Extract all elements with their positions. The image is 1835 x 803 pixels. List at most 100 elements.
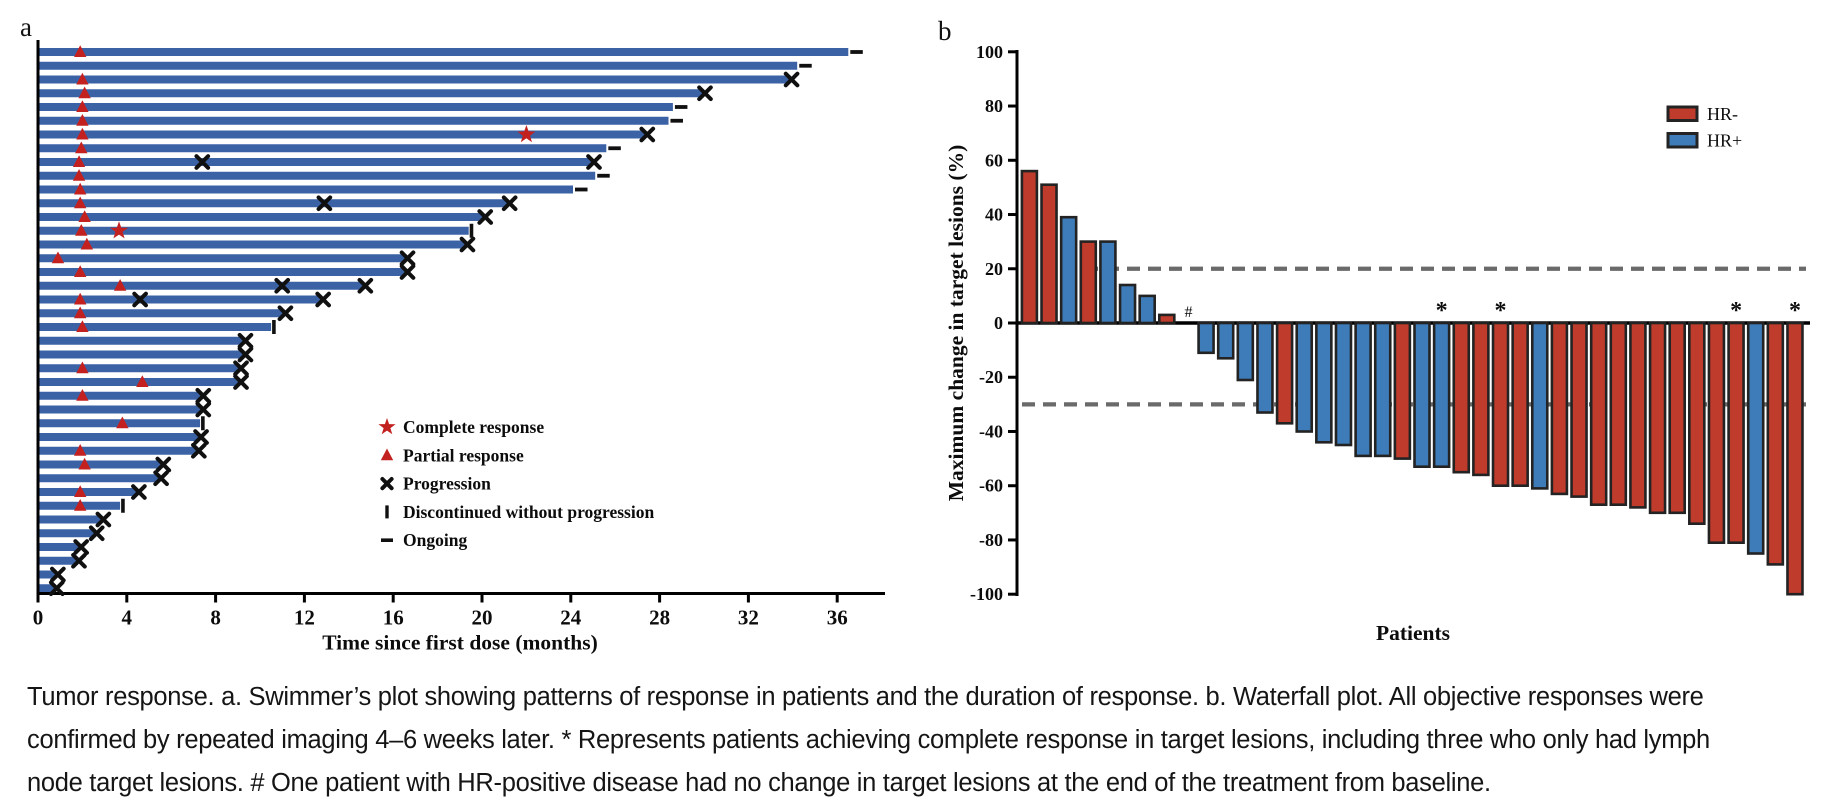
zero-change-marker: # [1184, 304, 1192, 321]
progression-marker [155, 456, 172, 473]
legend-label: Complete response [403, 417, 544, 437]
waterfall-bar [1589, 321, 1608, 506]
partial-response-marker [116, 416, 129, 429]
waterfall-bar [1688, 321, 1706, 525]
progression-marker [501, 195, 518, 212]
caption-line-3: node target lesions. # One patient with … [27, 769, 1491, 797]
progression-marker [477, 209, 494, 225]
waterfall-bar [1491, 321, 1510, 487]
swimmer-bar [38, 268, 407, 276]
partial-response-marker [72, 155, 86, 167]
partial-response-marker [73, 45, 87, 57]
x-stroke [195, 401, 212, 418]
x-stroke [357, 277, 374, 294]
x-axis-tick-label: 0 [33, 606, 44, 630]
progression-marker [132, 291, 148, 308]
progression-marker [274, 277, 290, 294]
swimmer-bar [38, 295, 323, 304]
waterfall-bar [1138, 294, 1156, 325]
ongoing-marker [799, 63, 812, 68]
y-axis-tick-label: 0 [994, 313, 1003, 333]
waterfall-bar [1079, 240, 1098, 325]
legend-label: HR- [1707, 104, 1738, 124]
x-stroke [237, 346, 254, 363]
swimmer-bar [38, 543, 81, 551]
legend-item: Discontinued without progression [385, 502, 654, 522]
x-stroke [237, 332, 254, 349]
waterfall-bar [1118, 283, 1137, 325]
swimmer-bar [38, 364, 240, 373]
partial-response-marker [113, 278, 127, 291]
partial-response-marker [380, 448, 394, 461]
swimmer-bar [38, 460, 163, 469]
x-stroke [132, 291, 148, 308]
progression-marker [380, 477, 394, 491]
partial-response-marker [78, 210, 91, 222]
swimmer-bar [38, 75, 791, 84]
progression-marker [639, 126, 656, 143]
x-stroke [155, 456, 172, 473]
progression-marker [50, 566, 66, 583]
y-axis-tick-label: 60 [985, 150, 1003, 170]
figure-canvas: 0 4 8 12 16 20 24 28 32 36 Time since first dose (… [33, 40, 1810, 655]
legend-item: Ongoing [381, 530, 467, 550]
x-stroke [194, 154, 211, 170]
partial-response-marker [51, 251, 65, 264]
panel-b-label: b [938, 16, 952, 46]
complete-response-legend-icon [378, 418, 396, 435]
waterfall-bar [1648, 321, 1667, 515]
waterfall-bar [1059, 215, 1078, 325]
waterfall-bar [1236, 321, 1255, 382]
hr-negative-swatch [1666, 105, 1699, 122]
partial-response-marker [73, 182, 87, 195]
progression-marker [399, 264, 416, 280]
partial-response-marker [76, 361, 89, 374]
progression-marker [586, 154, 602, 170]
waterfall-bar [1629, 321, 1647, 509]
x-stroke [195, 387, 212, 404]
waterfall-bar [1373, 321, 1392, 458]
complete-response-asterisk: * [1789, 298, 1801, 324]
ongoing-marker [850, 50, 863, 54]
x-stroke [315, 291, 331, 308]
figure-caption: Tumor response. a. Swimmer’s plot showin… [27, 676, 1827, 803]
x-stroke [316, 195, 333, 212]
swimmer-bar [38, 103, 673, 111]
waterfall-bar [1393, 321, 1412, 460]
x-axis-tick-label: 36 [827, 606, 848, 630]
x-axis-tick-label: 24 [560, 606, 582, 630]
progression-marker [88, 525, 105, 542]
progression-marker [237, 332, 254, 349]
partial-response-marker [76, 127, 89, 140]
swimmer-bar [38, 48, 849, 56]
x-stroke [191, 442, 207, 459]
x-stroke [233, 374, 249, 390]
progression-marker [194, 154, 211, 170]
waterfall-bar [1609, 321, 1628, 506]
swimmer-bar [38, 213, 485, 221]
legend-label: Ongoing [403, 530, 467, 550]
progression-marker [195, 387, 212, 404]
x-stroke [783, 71, 800, 88]
partial-response-marker [73, 443, 87, 456]
progression-marker [153, 470, 169, 487]
swimmer-bar [38, 515, 103, 524]
ongoing-marker [670, 118, 683, 123]
waterfall-bar [1766, 321, 1785, 566]
progression-marker [193, 429, 209, 445]
x-stroke [193, 429, 209, 445]
swimmer-x-axis-title: Time since first dose (months) [322, 631, 598, 655]
waterfall-bar [1275, 321, 1294, 425]
ongoing-marker [597, 173, 610, 178]
waterfall-bar [1786, 321, 1804, 596]
legend-item: HR+ [1666, 131, 1742, 151]
swimmer-bar [38, 529, 96, 538]
waterfall-bar [1315, 321, 1333, 444]
legend-item: Complete response [378, 417, 544, 437]
waterfall-bar [1452, 321, 1471, 474]
x-stroke [233, 360, 249, 377]
waterfall-legend: HR- HR+ [1666, 104, 1742, 151]
swimmer-bar [38, 226, 469, 235]
x-stroke [153, 470, 169, 487]
waterfall-bar [1550, 321, 1569, 496]
